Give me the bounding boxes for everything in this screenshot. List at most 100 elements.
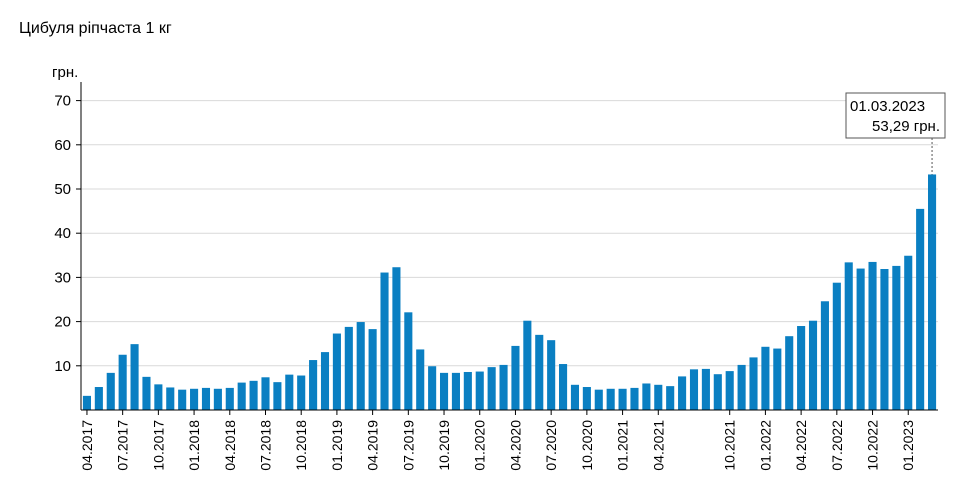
x-tick-label: 01.2023 xyxy=(900,420,916,471)
bar-11.2022[interactable] xyxy=(880,269,889,410)
bar-07.2017[interactable] xyxy=(118,354,127,410)
bar-04.2022[interactable] xyxy=(797,326,806,410)
x-tick-label: 10.2019 xyxy=(436,420,452,471)
x-tick-label: 07.2018 xyxy=(257,420,273,471)
bar-03.2019[interactable] xyxy=(356,322,365,410)
bar-06.2018[interactable] xyxy=(249,380,258,410)
bar-03.2020[interactable] xyxy=(499,364,508,410)
x-tick-label: 10.2022 xyxy=(865,420,881,471)
bar-06.2021[interactable] xyxy=(678,376,687,410)
bar-05.2017[interactable] xyxy=(94,387,103,410)
bar-03.2021[interactable] xyxy=(642,383,651,410)
bar-01.2021[interactable] xyxy=(618,388,627,410)
y-tick-label: 50 xyxy=(54,181,71,198)
x-tick-label: 04.2020 xyxy=(507,420,523,471)
bar-07.2020[interactable] xyxy=(547,340,556,410)
bar-09.2017[interactable] xyxy=(142,376,151,410)
bar-04.2019[interactable] xyxy=(368,329,377,410)
bar-08.2022[interactable] xyxy=(844,262,853,410)
tooltip-value: 53,29 грн. xyxy=(872,118,940,135)
bar-10.2020[interactable] xyxy=(582,387,591,410)
bar-06.2017[interactable] xyxy=(106,372,115,410)
y-tick-label: 20 xyxy=(54,314,71,331)
bar-02.2019[interactable] xyxy=(344,326,353,410)
y-tick-label: 60 xyxy=(54,137,71,154)
bar-12.2020[interactable] xyxy=(606,388,615,410)
bar-01.2022[interactable] xyxy=(761,346,770,410)
bar-05.2018[interactable] xyxy=(237,382,246,410)
bar-04.2017[interactable] xyxy=(82,395,91,410)
tooltip: 01.03.2023 53,29 грн. xyxy=(845,92,946,175)
bar-02.2023[interactable] xyxy=(916,208,925,410)
bar-09.2019[interactable] xyxy=(428,366,437,410)
x-tick-label: 10.2021 xyxy=(722,420,738,471)
bar-11.2019[interactable] xyxy=(451,372,460,410)
bar-08.2017[interactable] xyxy=(130,344,139,410)
bar-10.2021[interactable] xyxy=(725,371,734,410)
bar-12.2019[interactable] xyxy=(463,371,472,410)
bar-12.2018[interactable] xyxy=(320,352,330,410)
bar-04.2018[interactable] xyxy=(225,387,234,410)
y-tick-label: 40 xyxy=(54,225,71,242)
x-tick-label: 10.2020 xyxy=(579,420,595,471)
bar-08.2020[interactable] xyxy=(559,364,568,410)
bar-08.2019[interactable] xyxy=(416,349,425,410)
bars xyxy=(82,174,937,410)
bar-07.2022[interactable] xyxy=(832,282,841,410)
bar-03.2018[interactable] xyxy=(213,388,222,410)
x-tick-label: 01.2020 xyxy=(472,420,488,471)
bar-12.2017[interactable] xyxy=(178,389,187,410)
bar-02.2021[interactable] xyxy=(630,387,639,410)
bar-05.2021[interactable] xyxy=(666,386,675,410)
bar-10.2022[interactable] xyxy=(868,261,877,410)
bar-09.2018[interactable] xyxy=(285,374,294,410)
bar-11.2021[interactable] xyxy=(737,364,746,410)
bar-11.2018[interactable] xyxy=(309,360,318,410)
chart-title: Цибуля ріпчаста 1 кг xyxy=(19,20,172,37)
x-tick-label: 10.2018 xyxy=(293,420,309,471)
bar-12.2022[interactable] xyxy=(892,265,901,410)
bar-03.2022[interactable] xyxy=(785,336,794,410)
bar-03.2023[interactable] xyxy=(928,174,937,410)
bar-08.2021[interactable] xyxy=(701,368,710,410)
x-tick-label: 07.2017 xyxy=(115,420,131,471)
y-axis-ticks: 10 20 30 40 50 60 70 xyxy=(54,93,81,375)
bar-07.2019[interactable] xyxy=(404,312,413,410)
x-tick-label: 04.2022 xyxy=(793,420,809,471)
bar-12.2021[interactable] xyxy=(749,357,758,410)
bar-04.2020[interactable] xyxy=(511,345,520,410)
x-tick-label: 10.2017 xyxy=(150,420,166,471)
bar-08.2018[interactable] xyxy=(273,382,282,410)
bar-01.2019[interactable] xyxy=(332,333,341,410)
bar-11.2020[interactable] xyxy=(594,389,603,410)
bar-05.2022[interactable] xyxy=(808,320,818,410)
bar-06.2022[interactable] xyxy=(820,301,829,410)
bar-01.2023[interactable] xyxy=(904,255,913,410)
bar-06.2020[interactable] xyxy=(535,334,544,410)
bar-01.2018[interactable] xyxy=(190,388,199,410)
bar-04.2021[interactable] xyxy=(654,384,663,410)
bar-09.2021[interactable] xyxy=(713,374,722,410)
bar-02.2022[interactable] xyxy=(773,348,782,410)
bar-09.2020[interactable] xyxy=(570,384,580,410)
bar-07.2018[interactable] xyxy=(261,377,270,410)
bar-11.2017[interactable] xyxy=(166,387,175,410)
bar-10.2017[interactable] xyxy=(154,384,163,410)
y-tick-label: 10 xyxy=(54,358,71,375)
bar-10.2019[interactable] xyxy=(439,372,449,410)
bar-02.2020[interactable] xyxy=(487,367,496,410)
bar-06.2019[interactable] xyxy=(392,267,401,410)
bar-02.2018[interactable] xyxy=(201,387,211,410)
bar-01.2020[interactable] xyxy=(475,371,484,410)
bar-09.2022[interactable] xyxy=(856,268,865,410)
bar-05.2019[interactable] xyxy=(380,272,389,410)
bar-07.2021[interactable] xyxy=(689,369,699,410)
x-tick-label: 04.2018 xyxy=(222,420,238,471)
y-tick-label: 70 xyxy=(54,93,71,110)
x-tick-label: 07.2020 xyxy=(543,420,559,471)
tooltip-date: 01.03.2023 xyxy=(850,98,925,115)
bar-05.2020[interactable] xyxy=(523,320,532,410)
bar-10.2018[interactable] xyxy=(297,375,306,410)
x-tick-label: 04.2019 xyxy=(365,420,381,471)
